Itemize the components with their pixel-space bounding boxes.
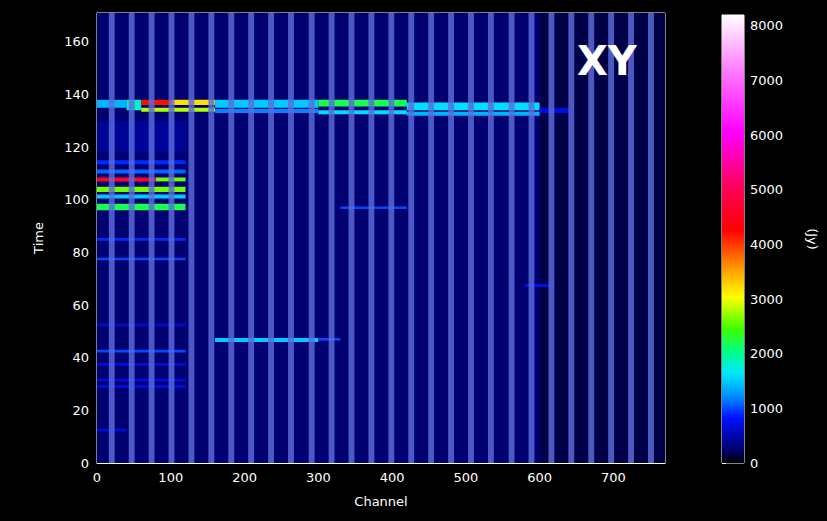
svg-text:300: 300 [306, 470, 331, 485]
svg-text:Channel: Channel [354, 494, 407, 509]
svg-text:100: 100 [64, 192, 89, 207]
svg-text:500: 500 [453, 470, 478, 485]
svg-text:7000: 7000 [750, 73, 783, 88]
svg-text:5000: 5000 [750, 182, 783, 197]
svg-text:80: 80 [72, 245, 89, 260]
svg-text:3000: 3000 [750, 292, 783, 307]
svg-text:700: 700 [601, 470, 626, 485]
svg-text:6000: 6000 [750, 128, 783, 143]
svg-text:400: 400 [380, 470, 405, 485]
svg-text:0: 0 [81, 456, 89, 471]
svg-text:8000: 8000 [750, 18, 783, 33]
svg-text:120: 120 [64, 140, 89, 155]
svg-text:200: 200 [232, 470, 257, 485]
svg-text:2000: 2000 [750, 346, 783, 361]
svg-text:20: 20 [72, 403, 89, 418]
svg-text:0: 0 [93, 470, 101, 485]
svg-text:160: 160 [64, 34, 89, 49]
svg-text:60: 60 [72, 298, 89, 313]
svg-text:40: 40 [72, 350, 89, 365]
svg-text:140: 140 [64, 87, 89, 102]
svg-text:0: 0 [750, 456, 758, 471]
svg-text:(Jy): (Jy) [805, 228, 820, 250]
svg-text:600: 600 [527, 470, 552, 485]
svg-text:4000: 4000 [750, 237, 783, 252]
svg-text:100: 100 [158, 470, 183, 485]
svg-text:XY: XY [577, 38, 638, 84]
svg-text:1000: 1000 [750, 401, 783, 416]
svg-text:Time: Time [31, 222, 46, 255]
